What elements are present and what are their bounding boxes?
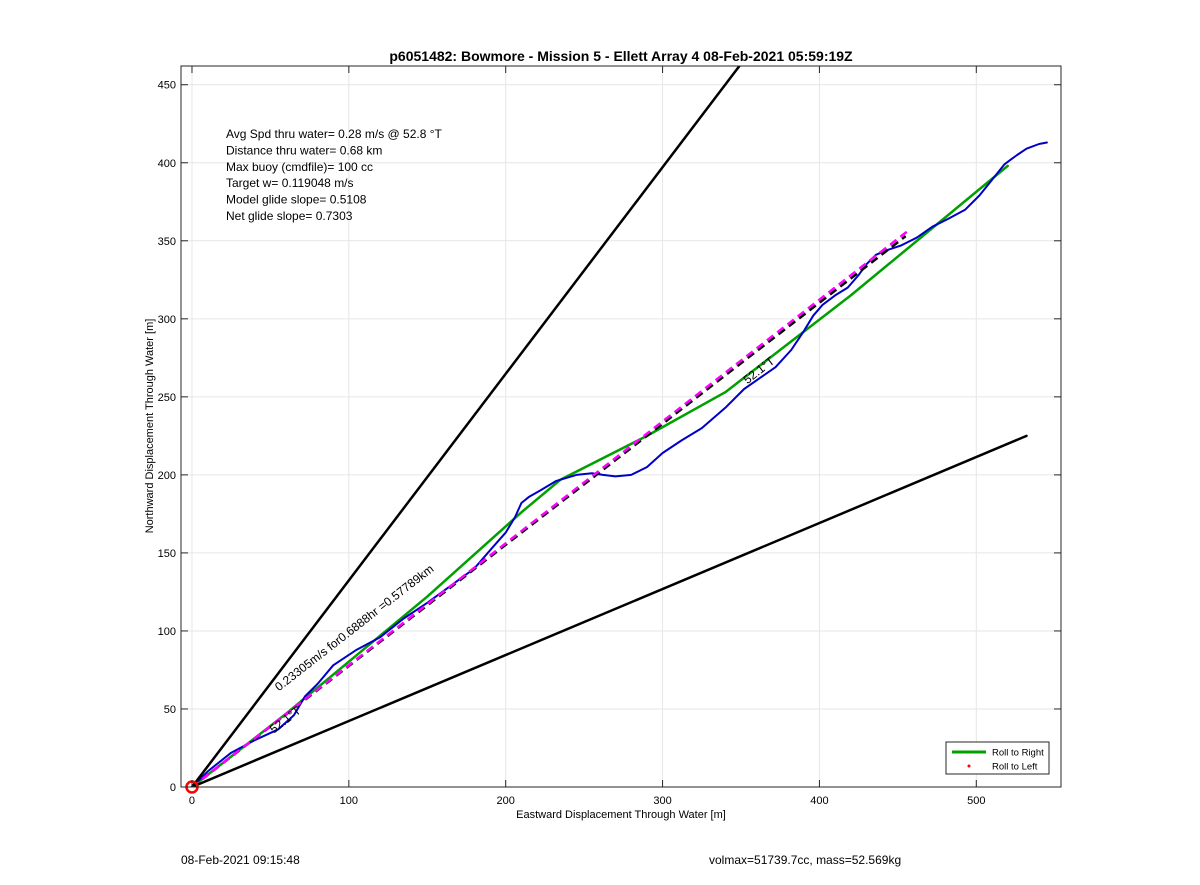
- x-tick-label: 300: [653, 795, 671, 807]
- info-line: Distance thru water= 0.68 km: [226, 143, 382, 157]
- axis-ticks: 0 100 200 300 400 500 0 50 100 150 200 250 300 350 400…: [158, 66, 1061, 807]
- y-tick-label: 200: [158, 470, 176, 482]
- footer-timestamp: 08-Feb-2021 09:15:48: [181, 853, 300, 867]
- series-line-5: [190, 434, 1028, 787]
- x-axis-label: Eastward Displacement Through Water [m]: [516, 809, 726, 821]
- series-line-3: [191, 230, 909, 787]
- info-text-block: Avg Spd thru water= 0.28 m/s @ 52.8 °T Di…: [226, 127, 443, 223]
- info-line: Max buoy (cmdfile)= 100 cc: [226, 160, 373, 174]
- legend: Roll to Right Roll to Left: [945, 741, 1050, 775]
- chart-title: p6051482: Bowmore - Mission 5 - Ellett A…: [389, 48, 853, 64]
- y-tick-label: 0: [170, 782, 176, 794]
- series-line-1: [191, 141, 1048, 787]
- footer-summary: volmax=51739.7cc, mass=52.569kg: [709, 853, 902, 867]
- y-axis-label: Northward Displacement Through Water [m]: [144, 319, 156, 534]
- y-tick-label: 250: [158, 392, 176, 404]
- y-tick-label: 300: [158, 314, 176, 326]
- x-tick-label: 500: [967, 795, 985, 807]
- x-tick-label: 0: [189, 795, 195, 807]
- y-tick-label: 50: [164, 704, 176, 716]
- y-tick-label: 450: [158, 80, 176, 92]
- x-tick-label: 200: [497, 795, 515, 807]
- info-line: Avg Spd thru water= 0.28 m/s @ 52.8 °T: [226, 127, 443, 141]
- legend-label: Roll to Right: [992, 748, 1044, 759]
- legend-box: [945, 741, 1050, 775]
- x-tick-label: 400: [810, 795, 828, 807]
- legend-label: Roll to Left: [992, 762, 1038, 773]
- info-line: Model glide slope= 0.5108: [226, 193, 367, 207]
- legend-swatch-dot: [967, 764, 971, 768]
- y-tick-label: 400: [158, 158, 176, 170]
- x-tick-label: 100: [340, 795, 358, 807]
- plot-frame: [180, 65, 1062, 788]
- info-line: Target w= 0.119048 m/s: [226, 176, 354, 190]
- data-series: [185, 66, 1048, 794]
- series-line-4: [190, 66, 741, 787]
- y-tick-label: 150: [158, 548, 176, 560]
- y-tick-label: 100: [158, 626, 176, 638]
- y-tick-label: 350: [158, 236, 176, 248]
- info-line: Net glide slope= 0.7303: [226, 209, 353, 223]
